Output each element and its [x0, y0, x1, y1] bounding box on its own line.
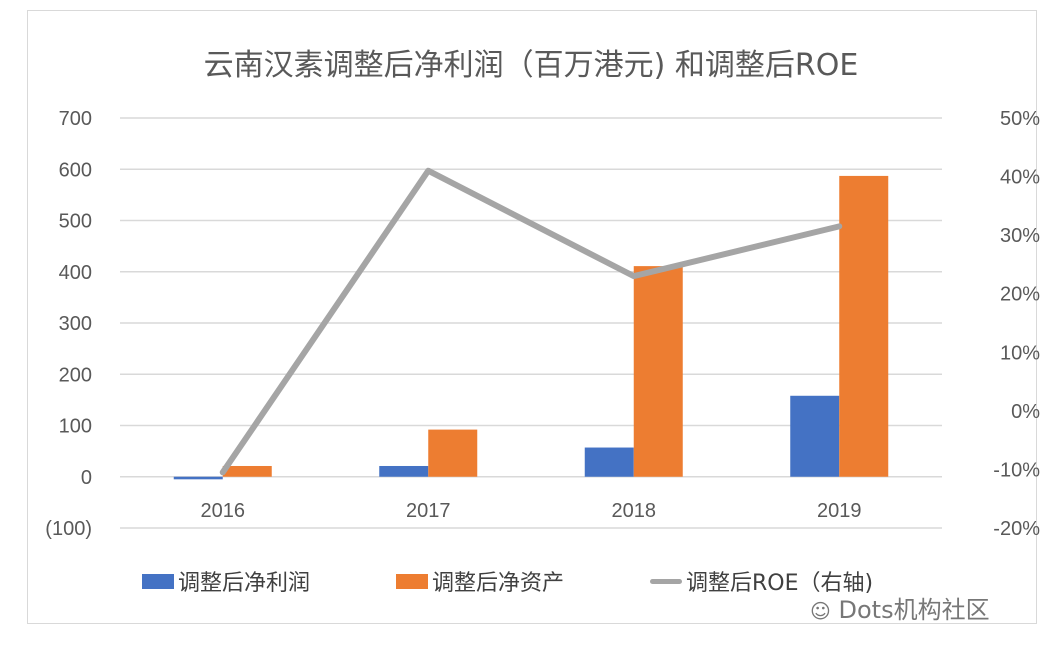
right-tick-label: 30%: [1000, 225, 1040, 247]
bar-net-assets: [633, 266, 683, 477]
x-tick-label: 2019: [817, 500, 862, 522]
left-tick-label: 500: [59, 211, 92, 233]
legend-item-net-assets: 调整后净资产: [396, 565, 564, 597]
legend-label: 调整后净利润: [178, 571, 311, 596]
right-tick-label: 0%: [1011, 401, 1040, 423]
left-tick-label: 400: [59, 262, 92, 284]
x-tick-label: 2018: [612, 500, 657, 522]
left-tick-label: 700: [59, 108, 92, 130]
legend-label: 调整后净资产: [432, 571, 565, 596]
left-tick-label: (100): [45, 518, 92, 540]
watermark: ☺ Dots机构社区: [810, 590, 990, 625]
right-tick-label: 40%: [1000, 167, 1040, 189]
legend-item-net-profit: 调整后净利润: [142, 565, 310, 597]
right-tick-label: 10%: [1000, 342, 1040, 364]
left-tick-label: 300: [59, 313, 92, 335]
bar-net-assets: [428, 429, 478, 477]
right-tick-label: 50%: [1000, 108, 1040, 130]
watermark-text: Dots机构社区: [838, 596, 990, 624]
bar-net-assets: [222, 465, 272, 477]
bar-net-profit: [790, 395, 840, 477]
bar-net-assets: [839, 175, 889, 477]
roe-line: [219, 167, 843, 476]
x-tick-label: 2017: [406, 500, 451, 522]
legend-swatch-line: [650, 578, 682, 584]
chart-title: 云南汉素调整后净利润（百万港元) 和调整后ROE: [203, 48, 859, 83]
right-tick-label: -20%: [993, 518, 1040, 540]
bar-net-profit: [584, 447, 634, 477]
left-tick-label: 0: [81, 467, 92, 489]
left-tick-label: 600: [59, 159, 92, 181]
legend-label: 调整后ROE（右轴): [686, 571, 874, 596]
chart-frame: [27, 10, 1037, 624]
legend-item-roe: 调整后ROE（右轴): [650, 565, 873, 597]
left-tick-label: 200: [59, 364, 92, 386]
bar-net-profit: [379, 465, 429, 477]
legend-swatch-blue: [142, 573, 174, 589]
legend-swatch-orange: [396, 573, 428, 589]
bar-net-profit: [173, 476, 223, 480]
right-tick-label: -10%: [993, 459, 1040, 481]
wechat-icon: ☺: [810, 599, 831, 623]
right-tick-label: 20%: [1000, 284, 1040, 306]
x-tick-label: 2016: [201, 500, 246, 522]
left-tick-label: 100: [59, 416, 92, 438]
